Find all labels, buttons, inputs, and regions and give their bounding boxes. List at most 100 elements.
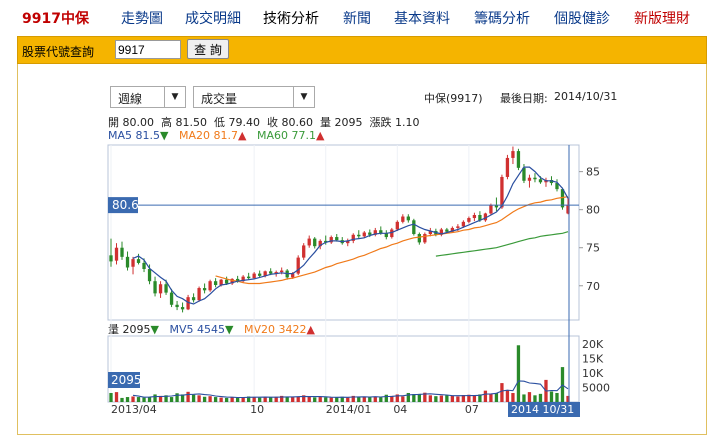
nav-new-finance[interactable]: 新版理財 xyxy=(634,11,690,27)
volume-tick-label: 10K xyxy=(582,367,604,380)
down-arrow-icon: ▼ xyxy=(224,323,234,336)
candle-body xyxy=(450,227,455,232)
quote-row: 開 80.00 高 81.50 低 79.40 收 80.60 量 2095 漲… xyxy=(108,114,420,130)
stock-query-bar: 股票代號查詢 查 詢 xyxy=(17,36,707,64)
current-volume-marker xyxy=(108,372,140,388)
change-label: 漲跌 xyxy=(369,116,392,129)
chevron-down-icon: ▼ xyxy=(164,87,185,107)
volume-bar xyxy=(373,396,377,402)
volume-bar xyxy=(406,392,410,402)
low-value: 79.40 xyxy=(228,116,261,129)
candle-body xyxy=(263,271,267,276)
query-label: 股票代號查詢 xyxy=(22,45,95,59)
volume-bar xyxy=(478,394,482,402)
high-label: 高 xyxy=(161,116,172,129)
candle-body xyxy=(522,167,526,181)
up-arrow-icon: ▲ xyxy=(315,129,325,142)
volume-bar xyxy=(120,397,124,402)
nav-chip-analysis[interactable]: 籌碼分析 xyxy=(474,11,530,27)
candle-body xyxy=(136,259,141,263)
candle-body xyxy=(153,281,157,294)
volume-bar xyxy=(395,394,399,402)
volume-bar xyxy=(125,397,130,402)
volume-bar xyxy=(246,396,251,402)
candle-body xyxy=(131,259,135,267)
candle-body xyxy=(197,288,201,301)
volume-bar xyxy=(131,396,135,402)
candle-body xyxy=(125,256,130,268)
nav-technical-analysis[interactable]: 技術分析 xyxy=(263,11,319,27)
ma20-value: MA20 81.7 xyxy=(178,129,238,142)
stock-code-input[interactable] xyxy=(115,40,181,59)
volume-bar xyxy=(307,396,311,402)
volume-bar xyxy=(324,397,328,402)
change-value: 1.10 xyxy=(395,116,420,129)
volume-bar xyxy=(390,395,394,402)
candle-body xyxy=(516,151,521,168)
volume-bar xyxy=(318,397,322,402)
nav-trade-details[interactable]: 成交明細 xyxy=(185,11,241,27)
candle-body xyxy=(368,232,372,235)
nav-trend-chart[interactable]: 走勢圖 xyxy=(121,11,163,27)
volume-bar xyxy=(136,397,141,402)
candle-body xyxy=(362,232,366,237)
nav-basic-info[interactable]: 基本資料 xyxy=(394,11,450,27)
volume-bar xyxy=(186,391,190,402)
candle-body xyxy=(412,220,416,235)
current-date-marker xyxy=(508,402,580,417)
candle-body xyxy=(169,292,174,305)
volume-bar xyxy=(230,397,234,402)
price-tick-label: 80 xyxy=(586,204,600,217)
period-select[interactable]: 週線 ▼ xyxy=(110,86,186,108)
ma5-value: MA5 81.5 xyxy=(108,129,161,142)
volume-bar xyxy=(533,395,537,402)
current-date-label: 2014 10/31 xyxy=(511,403,574,416)
candle-body xyxy=(456,226,460,228)
candle-body xyxy=(302,245,306,258)
up-arrow-icon: ▲ xyxy=(306,323,315,336)
candle-body xyxy=(566,205,570,214)
volume-bar xyxy=(368,397,372,402)
x-axis-label: 10 xyxy=(250,403,264,416)
nav-news[interactable]: 新聞 xyxy=(343,11,371,27)
volume-bar xyxy=(202,396,207,402)
ma-row: MA5 81.5▼ MA20 81.7▲ MA60 77.1▲ xyxy=(108,129,324,142)
indicator-select-value: 成交量 xyxy=(201,92,238,106)
candle-body xyxy=(219,279,223,285)
current-volume-label: 2095 xyxy=(111,373,142,387)
volume-bar xyxy=(417,393,421,402)
volume-bar xyxy=(197,395,201,402)
volume-bar xyxy=(450,395,455,402)
volume-bar xyxy=(313,397,317,402)
volume-bar xyxy=(445,395,449,402)
ma60-line xyxy=(435,231,569,257)
candle-body xyxy=(120,247,124,257)
candle-body xyxy=(527,177,532,181)
chart-panel: 週線 ▼ 成交量 ▼ 中保(9917) 最後日期: 2014/10/31 開 8… xyxy=(17,64,707,435)
volume-bar xyxy=(357,397,361,402)
candle-body xyxy=(269,271,273,274)
volume-bar xyxy=(296,396,300,402)
volume-bar xyxy=(219,397,223,402)
volume-bar xyxy=(346,397,350,402)
candle-body xyxy=(428,230,433,235)
open-value: 80.00 xyxy=(122,116,155,129)
indicator-select[interactable]: 成交量 ▼ xyxy=(193,86,315,108)
candle-body xyxy=(147,269,152,282)
ma5-line xyxy=(132,166,569,305)
up-arrow-icon: ▲ xyxy=(238,129,247,142)
candle-body xyxy=(142,262,146,270)
volume-tick-label: 5000 xyxy=(582,381,610,394)
volume-bar xyxy=(235,397,240,402)
candle-body xyxy=(461,221,466,227)
nav-stock-checkup[interactable]: 個股健診 xyxy=(554,11,610,27)
candle-body xyxy=(280,270,284,273)
volume-bar xyxy=(263,397,267,402)
last-date-label: 最後日期: xyxy=(500,92,548,105)
query-button[interactable]: 查 詢 xyxy=(187,39,229,59)
stock-title-link[interactable]: 9917中保 xyxy=(22,11,89,27)
high-value: 81.50 xyxy=(175,116,208,129)
x-axis-label: 2013/04 xyxy=(111,403,157,416)
volume-bar xyxy=(555,392,559,402)
stock-name: 中保(9917) xyxy=(424,92,483,105)
